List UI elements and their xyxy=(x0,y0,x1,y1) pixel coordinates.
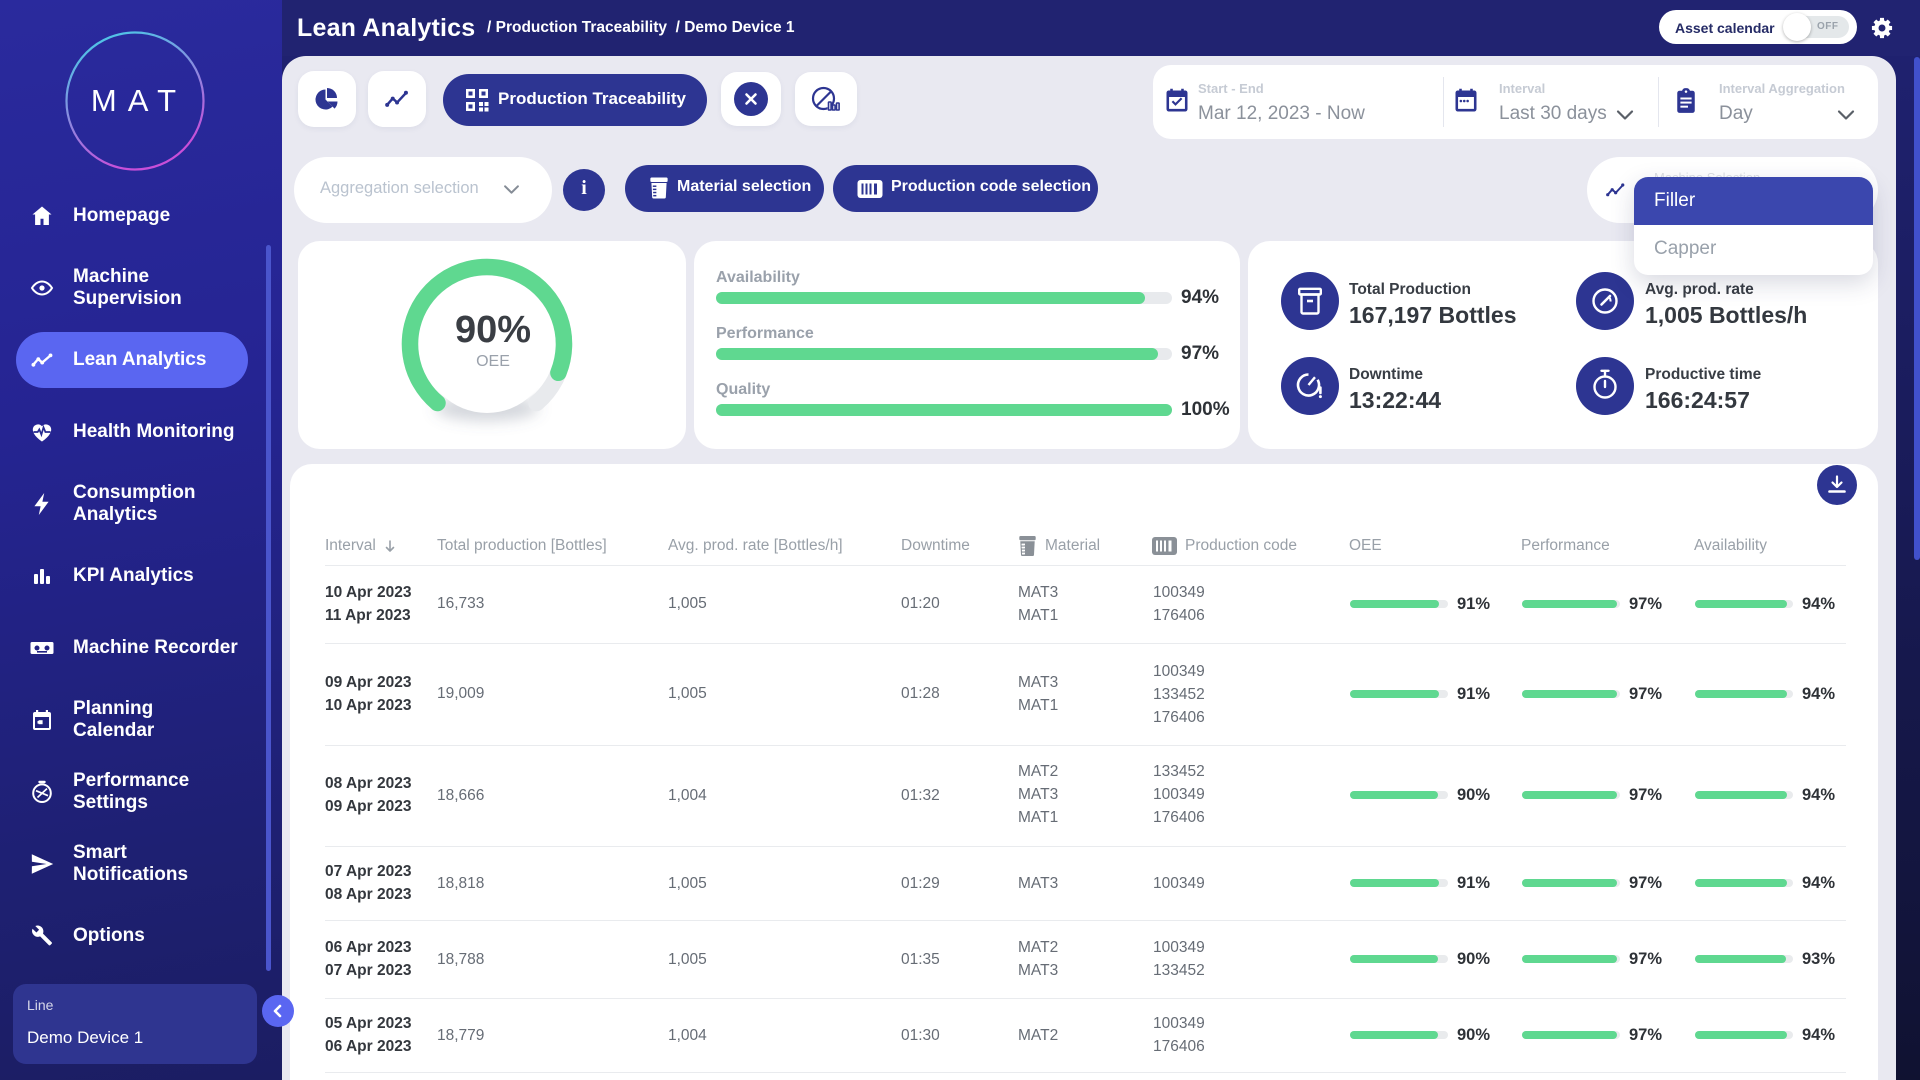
svg-text:MAT: MAT xyxy=(91,83,187,118)
